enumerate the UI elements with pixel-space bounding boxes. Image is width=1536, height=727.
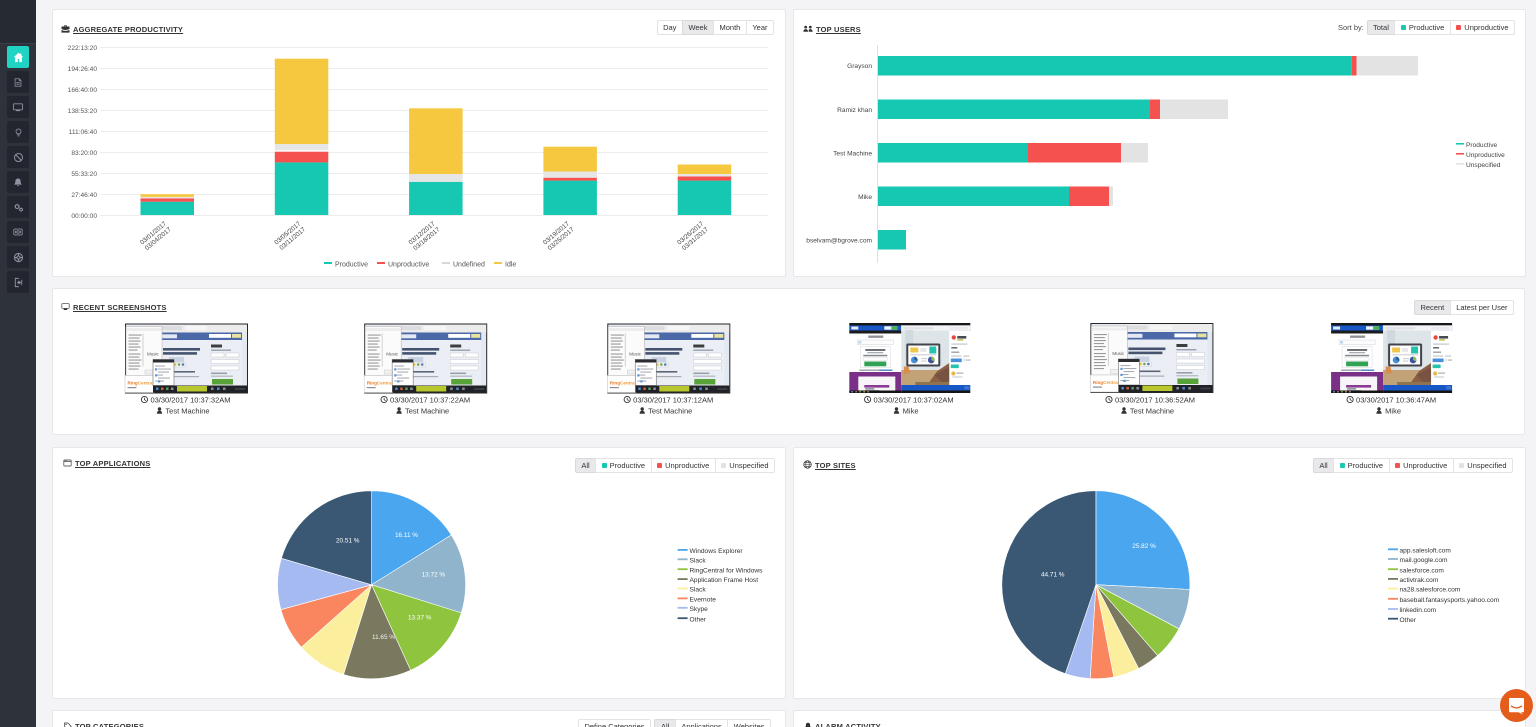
svg-text:Other: Other <box>1400 617 1417 624</box>
svg-text:Evernote: Evernote <box>690 597 717 604</box>
svg-text:44.71 %: 44.71 % <box>1041 572 1065 579</box>
svg-text:20.51 %: 20.51 % <box>336 538 360 545</box>
svg-text:13.72 %: 13.72 % <box>422 572 446 579</box>
svg-text:03/30/2017 10:37:02AM: 03/30/2017 10:37:02AM <box>874 396 954 405</box>
svg-text:baseball.fantasysports.yahoo.c: baseball.fantasysports.yahoo.com <box>1400 597 1500 604</box>
svg-text:Unproductive: Unproductive <box>388 261 429 268</box>
svg-text:bselvam@bgrove.com: bselvam@bgrove.com <box>806 238 872 245</box>
svg-text:RingCentral for Windows: RingCentral for Windows <box>690 567 764 574</box>
svg-text:Test Machine: Test Machine <box>1130 407 1174 416</box>
svg-text:linkedin.com: linkedin.com <box>1400 607 1437 614</box>
svg-text:salesforce.com: salesforce.com <box>1400 567 1445 574</box>
svg-text:Test Machine: Test Machine <box>405 407 449 416</box>
svg-text:mail.google.com: mail.google.com <box>1400 557 1449 564</box>
svg-text:27:46:40: 27:46:40 <box>71 192 97 199</box>
svg-text:Productive: Productive <box>335 261 368 268</box>
svg-text:Grayson: Grayson <box>847 63 872 70</box>
svg-text:194:26:40: 194:26:40 <box>68 66 98 73</box>
svg-text:222:13:20: 222:13:20 <box>68 45 98 52</box>
svg-text:03/30/2017 10:37:12AM: 03/30/2017 10:37:12AM <box>633 396 713 405</box>
svg-text:app.salesloft.com: app.salesloft.com <box>1400 547 1452 554</box>
svg-text:Skype: Skype <box>690 606 709 613</box>
svg-text:83:20:00: 83:20:00 <box>71 150 97 157</box>
svg-text:Slack: Slack <box>690 557 707 564</box>
svg-text:Mike: Mike <box>858 194 872 201</box>
svg-text:Test Machine: Test Machine <box>648 407 692 416</box>
svg-text:Undefined: Undefined <box>453 261 485 268</box>
svg-text:Ramiz khan: Ramiz khan <box>837 107 872 114</box>
svg-text:16.11 %: 16.11 % <box>395 532 418 539</box>
svg-text:Productive: Productive <box>1466 142 1497 149</box>
svg-text:03/30/2017 10:36:52AM: 03/30/2017 10:36:52AM <box>1115 396 1195 405</box>
svg-text:55:33:20: 55:33:20 <box>71 171 97 178</box>
svg-text:03/30/2017 10:37:32AM: 03/30/2017 10:37:32AM <box>150 396 230 405</box>
svg-text:Application Frame Host: Application Frame Host <box>690 577 759 584</box>
svg-text:na28.salesforce.com: na28.salesforce.com <box>1400 587 1461 594</box>
svg-text:Idle: Idle <box>505 261 516 268</box>
svg-text:111:06:40: 111:06:40 <box>69 129 98 136</box>
svg-text:03/30/2017 10:36:47AM: 03/30/2017 10:36:47AM <box>1356 396 1436 405</box>
svg-text:Mike: Mike <box>903 407 919 416</box>
svg-text:Other: Other <box>690 616 707 623</box>
svg-text:Unspecified: Unspecified <box>1466 162 1501 169</box>
svg-text:03/30/2017 10:37:22AM: 03/30/2017 10:37:22AM <box>390 396 470 405</box>
svg-text:activtrak.com: activtrak.com <box>1400 577 1439 584</box>
svg-text:Test Machine: Test Machine <box>833 151 872 158</box>
svg-text:Unproductive: Unproductive <box>1466 152 1505 159</box>
svg-text:25.82 %: 25.82 % <box>1132 543 1156 550</box>
svg-text:166:40:00: 166:40:00 <box>68 87 98 94</box>
svg-text:11.65 %: 11.65 % <box>372 634 395 641</box>
svg-text:Test Machine: Test Machine <box>165 407 209 416</box>
svg-text:Mike: Mike <box>1385 407 1401 416</box>
svg-text:Windows Explorer: Windows Explorer <box>690 548 744 555</box>
svg-text:138:53:20: 138:53:20 <box>68 108 98 115</box>
svg-text:Slack: Slack <box>690 587 707 594</box>
svg-text:13.37 %: 13.37 % <box>408 615 432 622</box>
svg-text:00:00:00: 00:00:00 <box>71 213 97 220</box>
